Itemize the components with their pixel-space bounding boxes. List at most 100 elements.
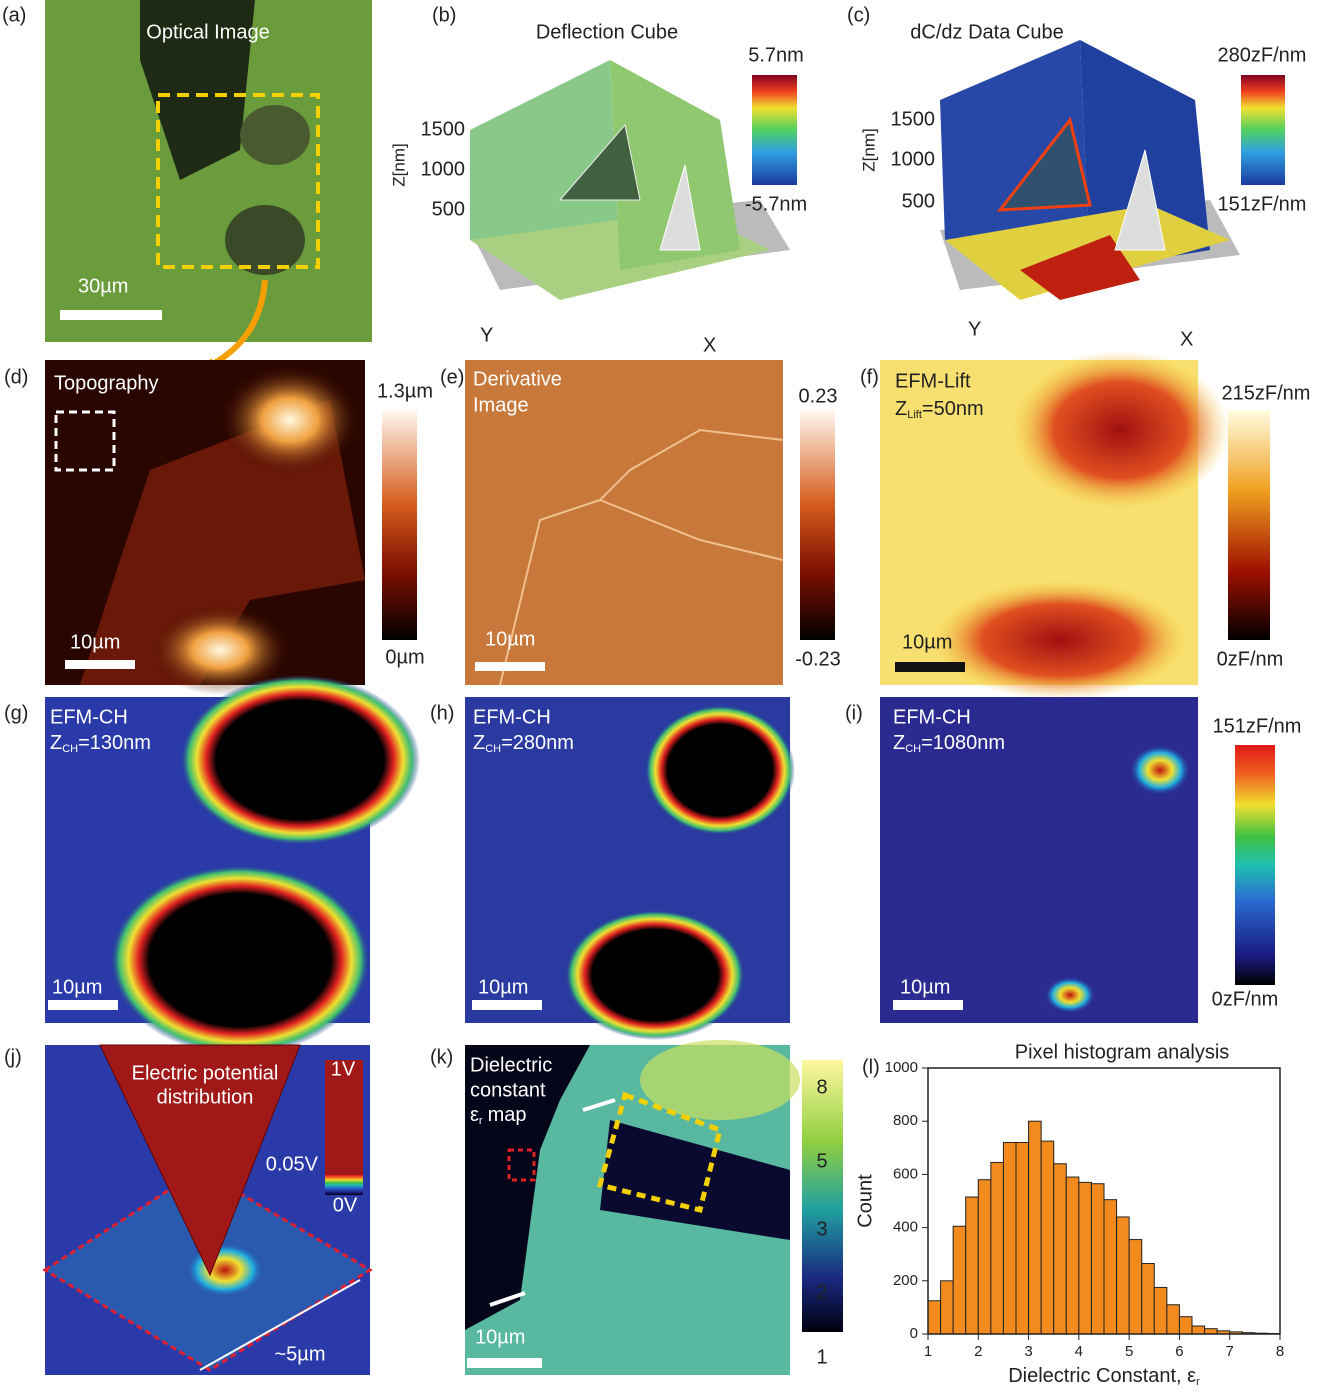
- scale-bar-label: 10µm: [52, 976, 102, 998]
- colorbar: [1241, 75, 1285, 185]
- panel-title: Electric potential: [132, 1062, 279, 1084]
- scale-bar: [895, 662, 965, 672]
- y-axis-label: Count: [854, 1174, 876, 1228]
- axis-tick: 1500: [421, 118, 466, 140]
- subscript: Lift: [907, 409, 922, 421]
- bar: [1166, 1304, 1180, 1335]
- panel-h: (h) EFM-CH ZCH=280nm 10µm: [430, 697, 795, 1040]
- panel-label: (l): [862, 1056, 880, 1078]
- x-tick-label: 1: [924, 1343, 932, 1360]
- scale-bar-label: 10µm: [70, 631, 120, 653]
- subscript: CH: [905, 743, 921, 755]
- panel-title: Derivative: [473, 368, 562, 390]
- bar: [1040, 1140, 1055, 1335]
- colorbar: [802, 1060, 843, 1332]
- axis-tick: 1000: [891, 148, 936, 170]
- scale-bar-label: 10µm: [485, 628, 535, 650]
- colorbar-label: 1.3µm: [377, 380, 433, 402]
- panel-b: (b) Deflection Cube Z[nm] 1500 1000 500 …: [389, 4, 807, 356]
- chart-title: Pixel histogram analysis: [1015, 1041, 1230, 1063]
- colorbar-label: 1V: [331, 1058, 356, 1080]
- cell-shadow: [140, 0, 255, 180]
- axis-tick: 1500: [891, 108, 936, 130]
- subscript: r: [1196, 1376, 1200, 1388]
- symbol: Z: [893, 732, 905, 754]
- panel-title: Image: [473, 394, 529, 416]
- colorbar: [325, 1060, 363, 1195]
- y-tick-label: 400: [893, 1219, 918, 1236]
- symbol: Z: [50, 732, 62, 754]
- colorbar-label: 0µm: [385, 646, 424, 668]
- arrow: [489, 1291, 526, 1307]
- bar: [965, 1196, 979, 1335]
- panel-title: Topography: [54, 372, 159, 394]
- panel-title: Dielectric: [470, 1054, 552, 1076]
- tip-height: ZLift=50nm: [895, 398, 984, 421]
- colorbar-label: 280zF/nm: [1218, 44, 1307, 66]
- cube-plane: [610, 60, 740, 270]
- colorbar-label: 5.7nm: [748, 44, 804, 66]
- scale-bar: [60, 310, 162, 320]
- axis-tick: 500: [902, 190, 935, 212]
- axis-label: Z[nm]: [389, 143, 408, 186]
- subscript: CH: [485, 743, 501, 755]
- dimension-label: ~5µm: [275, 1343, 326, 1365]
- scale-bar-label: 10µm: [900, 976, 950, 998]
- colorbar-label: 1: [816, 1346, 827, 1368]
- nucleus: [565, 910, 745, 1040]
- y-tick-label: 200: [893, 1272, 918, 1289]
- nucleus: [645, 705, 795, 835]
- scale-bar: [65, 660, 135, 669]
- scale-bar: [467, 1358, 542, 1368]
- panel-label: (a): [2, 4, 26, 26]
- bar: [1028, 1120, 1042, 1335]
- colorbar: [325, 1175, 363, 1195]
- tip-height: ZCH=130nm: [50, 732, 151, 755]
- surface: [558, 123, 641, 201]
- colorbar-label: 2: [816, 1281, 827, 1303]
- panel-title: distribution: [157, 1086, 254, 1108]
- panel-label: (i): [845, 702, 863, 724]
- cell: [225, 205, 305, 275]
- panel-title: εr map: [470, 1104, 527, 1127]
- y-tick-label: 1000: [885, 1059, 918, 1076]
- y-tick-label: 0: [910, 1325, 918, 1342]
- plot-frame: [927, 1067, 1281, 1335]
- surface: [1020, 235, 1140, 300]
- colorbar-label: 151zF/nm: [1213, 715, 1302, 737]
- hotspot: [1045, 977, 1095, 1013]
- panel-title: EFM-CH: [473, 706, 551, 728]
- image: [465, 360, 783, 685]
- panel-j: (j) Electric potential distribution 1V 0…: [4, 1044, 373, 1375]
- panel-l: (l) Pixel histogram analysis Count Diele…: [854, 1041, 1284, 1388]
- panel-label: (h): [430, 702, 454, 724]
- colorbar-label: 0zF/nm: [1212, 988, 1279, 1010]
- bar: [1178, 1316, 1193, 1335]
- potential-spot: [185, 1242, 265, 1298]
- panel-a: (a) Optical Image 30µm: [2, 0, 372, 378]
- colorbar: [752, 75, 797, 185]
- hotspot: [1130, 745, 1190, 795]
- surface: [659, 164, 701, 251]
- colorbar: [1228, 410, 1270, 640]
- panel-c: (c) dC/dz Data Cube Z[nm] 1500 1000 500 …: [847, 4, 1306, 350]
- symbol: Z: [895, 398, 907, 420]
- y-tick-label: 600: [893, 1165, 918, 1182]
- panel-title: dC/dz Data Cube: [910, 21, 1063, 43]
- bar: [977, 1179, 992, 1335]
- panel-e: (e) Derivative Image 10µm 0.23 -0.23: [440, 360, 841, 686]
- bar: [1128, 1239, 1143, 1335]
- axis-tick: 500: [432, 198, 465, 220]
- cell-edge: [499, 428, 784, 686]
- value: =50nm: [922, 398, 984, 420]
- surface: [1114, 149, 1166, 251]
- cube-plane: [940, 40, 1090, 270]
- x-tick-label: 4: [1075, 1343, 1083, 1360]
- panel-title: Deflection Cube: [536, 21, 678, 43]
- panel-g: (g) EFM-CH ZCH=130nm 10µm: [4, 675, 420, 1055]
- scale-bar: [893, 1000, 963, 1010]
- bar: [927, 1300, 942, 1335]
- value: =1080nm: [921, 732, 1005, 754]
- axis-label: Z[nm]: [859, 128, 878, 171]
- scale-bar-label: 10µm: [478, 976, 528, 998]
